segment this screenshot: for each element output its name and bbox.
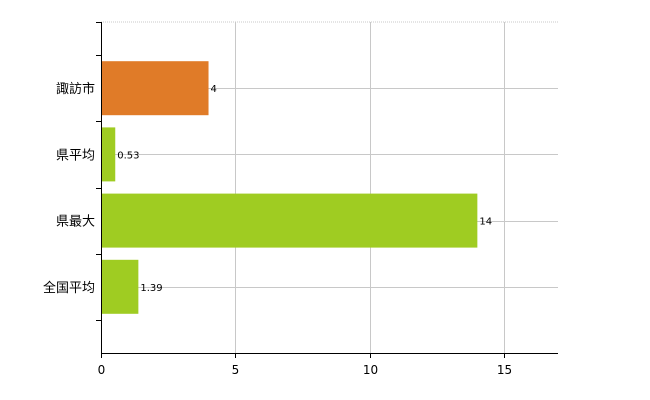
axes (96, 22, 558, 358)
bar (101, 61, 209, 116)
x-tick-label: 10 (363, 363, 378, 377)
data-label: 14 (479, 217, 492, 228)
data-label: 1.39 (140, 283, 162, 294)
category-label: 諏訪市 (56, 81, 95, 97)
bar (101, 127, 116, 182)
category-label: 県最大 (56, 215, 95, 230)
bars (101, 61, 478, 314)
x-tick-label: 0 (98, 363, 106, 377)
category-label: 全国平均 (43, 280, 95, 296)
bar (101, 259, 139, 314)
category-label: 県平均 (56, 148, 95, 163)
x-tick-label: 5 (232, 363, 240, 377)
x-tick-label: 15 (497, 363, 512, 377)
bar (101, 193, 478, 248)
data-label: 0.53 (117, 150, 139, 161)
data-label: 4 (211, 84, 217, 95)
